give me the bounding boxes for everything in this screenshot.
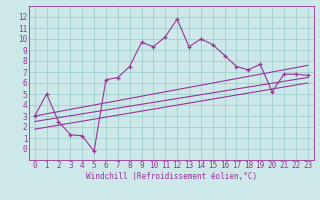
X-axis label: Windchill (Refroidissement éolien,°C): Windchill (Refroidissement éolien,°C) <box>86 172 257 181</box>
